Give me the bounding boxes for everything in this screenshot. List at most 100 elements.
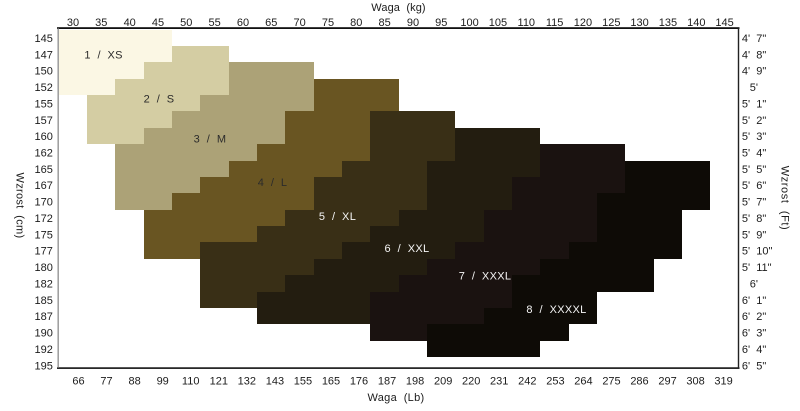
svg-text:308: 308 xyxy=(686,376,704,388)
svg-text:185: 185 xyxy=(35,295,53,307)
svg-text:5' 7": 5' 7" xyxy=(742,197,766,209)
svg-text:170: 170 xyxy=(35,197,53,209)
svg-text:165: 165 xyxy=(322,376,340,388)
svg-text:195: 195 xyxy=(35,360,53,372)
svg-text:143: 143 xyxy=(266,376,284,388)
svg-text:242: 242 xyxy=(518,376,536,388)
svg-text:2 / S: 2 / S xyxy=(144,94,175,106)
svg-text:135: 135 xyxy=(659,17,677,29)
svg-text:35: 35 xyxy=(95,17,107,29)
svg-text:253: 253 xyxy=(546,376,564,388)
svg-text:66: 66 xyxy=(72,376,84,388)
svg-text:147: 147 xyxy=(35,49,53,61)
svg-text:45: 45 xyxy=(152,17,164,29)
svg-text:155: 155 xyxy=(294,376,312,388)
svg-text:4' 8": 4' 8" xyxy=(742,49,766,61)
svg-text:60: 60 xyxy=(237,17,249,29)
svg-text:264: 264 xyxy=(574,376,592,388)
svg-text:30: 30 xyxy=(67,17,79,29)
svg-text:180: 180 xyxy=(35,262,53,274)
svg-text:6' 3": 6' 3" xyxy=(742,328,766,340)
svg-text:Waga (Lb): Waga (Lb) xyxy=(367,392,424,404)
svg-text:130: 130 xyxy=(630,17,648,29)
svg-text:Wzrost (cm): Wzrost (cm) xyxy=(14,173,26,239)
svg-text:192: 192 xyxy=(35,344,53,356)
svg-text:157: 157 xyxy=(35,115,53,127)
svg-text:120: 120 xyxy=(574,17,592,29)
svg-text:145: 145 xyxy=(715,17,733,29)
svg-text:150: 150 xyxy=(35,66,53,78)
svg-text:182: 182 xyxy=(35,278,53,290)
svg-text:88: 88 xyxy=(128,376,140,388)
svg-text:5' 10": 5' 10" xyxy=(742,246,773,258)
svg-text:3 / M: 3 / M xyxy=(194,134,227,146)
svg-text:110: 110 xyxy=(518,17,536,29)
svg-text:100: 100 xyxy=(460,17,478,29)
svg-text:319: 319 xyxy=(714,376,732,388)
svg-text:5' 4": 5' 4" xyxy=(742,148,766,160)
svg-text:132: 132 xyxy=(238,376,256,388)
svg-text:172: 172 xyxy=(35,213,53,225)
svg-text:187: 187 xyxy=(378,376,396,388)
svg-text:4 / L: 4 / L xyxy=(258,177,288,189)
svg-text:177: 177 xyxy=(35,246,53,258)
svg-text:99: 99 xyxy=(157,376,169,388)
svg-text:6' 2": 6' 2" xyxy=(742,311,766,323)
svg-text:6': 6' xyxy=(750,278,758,290)
svg-text:5' 9": 5' 9" xyxy=(742,229,766,241)
svg-text:75: 75 xyxy=(322,17,334,29)
svg-text:90: 90 xyxy=(407,17,419,29)
svg-text:5 / XL: 5 / XL xyxy=(319,211,356,223)
svg-text:6' 5": 6' 5" xyxy=(742,360,766,372)
svg-text:286: 286 xyxy=(630,376,648,388)
svg-text:95: 95 xyxy=(435,17,447,29)
svg-text:50: 50 xyxy=(180,17,192,29)
svg-text:5' 5": 5' 5" xyxy=(742,164,766,176)
svg-text:Waga (kg): Waga (kg) xyxy=(371,2,425,14)
svg-text:162: 162 xyxy=(35,148,53,160)
svg-text:80: 80 xyxy=(350,17,362,29)
svg-text:5' 8": 5' 8" xyxy=(742,213,766,225)
svg-text:145: 145 xyxy=(35,33,53,45)
svg-text:190: 190 xyxy=(35,328,53,340)
svg-text:110: 110 xyxy=(182,376,200,388)
svg-text:160: 160 xyxy=(35,131,53,143)
svg-text:55: 55 xyxy=(208,17,220,29)
svg-text:155: 155 xyxy=(35,98,53,110)
svg-text:198: 198 xyxy=(406,376,424,388)
svg-text:176: 176 xyxy=(350,376,368,388)
svg-text:4' 7": 4' 7" xyxy=(742,33,766,45)
svg-text:275: 275 xyxy=(602,376,620,388)
svg-text:121: 121 xyxy=(210,376,228,388)
svg-text:5' 6": 5' 6" xyxy=(742,180,766,192)
svg-text:209: 209 xyxy=(434,376,452,388)
svg-text:40: 40 xyxy=(124,17,136,29)
svg-text:125: 125 xyxy=(602,17,620,29)
svg-text:152: 152 xyxy=(35,82,53,94)
svg-text:5' 1": 5' 1" xyxy=(742,98,766,110)
svg-text:8 / XXXXL: 8 / XXXXL xyxy=(526,304,586,316)
svg-text:167: 167 xyxy=(35,180,53,192)
svg-text:140: 140 xyxy=(687,17,705,29)
svg-text:7 / XXXL: 7 / XXXL xyxy=(459,271,512,283)
svg-text:5' 2": 5' 2" xyxy=(742,115,766,127)
svg-text:6' 4": 6' 4" xyxy=(742,344,766,356)
svg-text:5': 5' xyxy=(750,82,758,94)
svg-text:187: 187 xyxy=(35,311,53,323)
svg-text:77: 77 xyxy=(100,376,112,388)
svg-text:65: 65 xyxy=(265,17,277,29)
svg-text:297: 297 xyxy=(658,376,676,388)
svg-text:5' 3": 5' 3" xyxy=(742,131,766,143)
svg-text:6' 1": 6' 1" xyxy=(742,295,766,307)
svg-text:6 / XXL: 6 / XXL xyxy=(385,243,430,255)
svg-text:115: 115 xyxy=(546,17,564,29)
svg-text:175: 175 xyxy=(35,229,53,241)
svg-text:5' 11": 5' 11" xyxy=(742,262,772,274)
svg-text:4' 9": 4' 9" xyxy=(742,66,766,78)
svg-text:105: 105 xyxy=(489,17,507,29)
svg-text:70: 70 xyxy=(293,17,305,29)
svg-text:1 / XS: 1 / XS xyxy=(84,49,122,61)
svg-text:Wzrost (Ft): Wzrost (Ft) xyxy=(779,166,791,231)
svg-text:85: 85 xyxy=(378,17,390,29)
svg-text:165: 165 xyxy=(35,164,53,176)
